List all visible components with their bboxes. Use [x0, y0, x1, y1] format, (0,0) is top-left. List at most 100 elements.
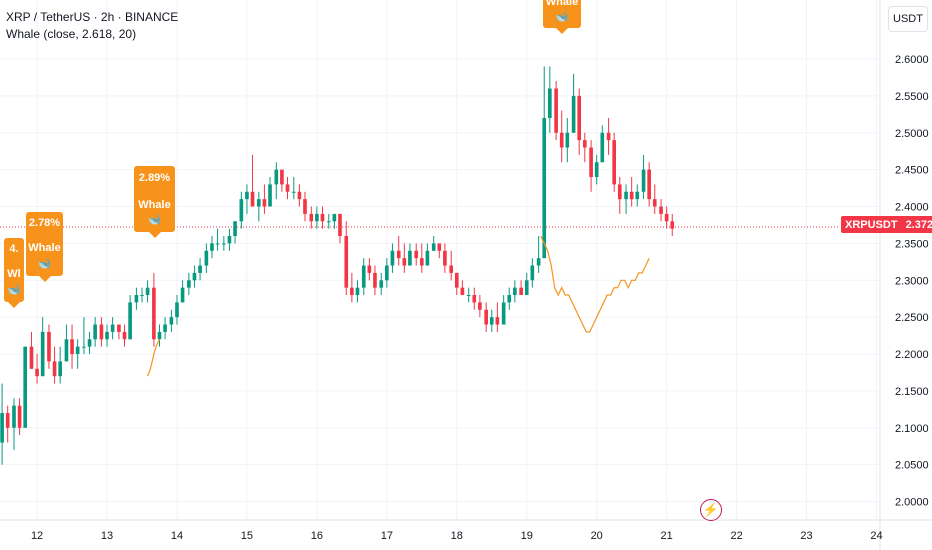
- candle-body: [215, 243, 220, 245]
- candle-body: [52, 361, 57, 377]
- whale-icon: 🐋: [7, 284, 21, 296]
- whale-callout[interactable]: 2.78% Whale 🐋: [26, 212, 63, 282]
- callout-pct: 2.78%: [28, 217, 61, 229]
- candle-body: [507, 295, 512, 303]
- callout-label: Wl: [7, 268, 21, 280]
- candle-body: [373, 272, 377, 288]
- x-tick-label: 19: [521, 530, 533, 542]
- candle-body: [385, 265, 389, 281]
- candle-body: [582, 140, 587, 148]
- candle-body: [589, 147, 593, 178]
- x-tick-label: 22: [730, 530, 742, 542]
- candle-body: [361, 265, 366, 288]
- candle-body: [484, 309, 488, 325]
- candle-body: [245, 191, 249, 200]
- candle-body: [489, 317, 494, 325]
- candle-body: [350, 287, 354, 296]
- candle-body: [35, 368, 39, 377]
- candle-body: [379, 280, 384, 288]
- y-tick-label: 2.0500: [895, 460, 929, 472]
- candle-body: [495, 317, 500, 325]
- candle-body: [414, 250, 419, 259]
- candle-body: [198, 265, 202, 273]
- currency-button[interactable]: USDT: [888, 6, 928, 32]
- candle-body: [437, 243, 442, 251]
- bolt-icon[interactable]: ⚡: [700, 499, 722, 521]
- whale-icon: 🐋: [147, 214, 162, 226]
- candle-body: [12, 405, 16, 428]
- candle-body: [536, 258, 541, 266]
- whale-icon: 🐋: [555, 11, 569, 23]
- candle-body: [670, 221, 675, 229]
- candle-body: [606, 132, 611, 141]
- whale-callout[interactable]: 4. Wl 🐋: [4, 238, 24, 308]
- candle-body: [257, 199, 261, 207]
- candle-body: [303, 199, 307, 214]
- candle-body: [542, 118, 547, 259]
- y-tick-label: 2.5000: [895, 128, 929, 140]
- candle-body: [554, 88, 558, 133]
- candle-body: [559, 132, 564, 148]
- candle-body: [530, 265, 535, 281]
- candle-body: [309, 213, 314, 222]
- callout-label: Whale: [545, 0, 579, 8]
- candle-body: [548, 88, 552, 119]
- candle-body: [99, 324, 104, 340]
- candle-body: [291, 191, 296, 193]
- candle-body: [227, 236, 232, 244]
- candle-body: [64, 339, 69, 362]
- candle-body: [326, 221, 331, 223]
- x-tick-label: 24: [870, 530, 882, 542]
- y-tick-label: 2.6000: [895, 54, 929, 66]
- candle-body: [472, 295, 477, 303]
- candle-body: [408, 250, 412, 266]
- candle-body: [157, 331, 162, 340]
- candle-body: [75, 346, 80, 355]
- candle-body: [0, 413, 4, 443]
- x-tick-label: 18: [451, 530, 463, 542]
- candle-body: [449, 265, 454, 273]
- candle-body: [600, 132, 605, 163]
- candles: [0, 66, 675, 465]
- candle-body: [23, 346, 28, 428]
- candle-body: [524, 280, 529, 296]
- candle-body: [443, 250, 447, 266]
- candle-body: [262, 199, 267, 207]
- candle-body: [571, 95, 576, 133]
- candle-body: [478, 302, 482, 310]
- candle-body: [239, 199, 244, 222]
- candle-body: [635, 191, 640, 200]
- indicator-legend[interactable]: Whale (close, 2.618, 20): [6, 27, 137, 41]
- callout-label: Whale: [28, 242, 61, 254]
- candle-body: [169, 317, 174, 325]
- candle-body: [629, 191, 634, 200]
- candle-body: [93, 324, 97, 340]
- callout-label: Whale: [138, 199, 171, 211]
- candle-body: [344, 236, 349, 288]
- candle-body: [513, 287, 517, 296]
- candle-body: [338, 213, 342, 237]
- candle-body: [285, 184, 290, 192]
- x-tick-label: 21: [661, 530, 673, 542]
- candle-body: [29, 346, 34, 369]
- whale-series-line: [147, 339, 161, 377]
- candle-body: [274, 169, 279, 185]
- y-tick-label: 2.1000: [895, 423, 929, 435]
- y-tick-label: 2.3500: [895, 238, 929, 250]
- candle-body: [134, 295, 139, 303]
- x-tick-label: 20: [591, 530, 603, 542]
- candle-body: [355, 287, 360, 296]
- whale-callout[interactable]: Whale 🐋: [543, 0, 581, 34]
- candle-body: [659, 206, 663, 214]
- whale-callout[interactable]: 2.89% Whale 🐋: [134, 166, 175, 238]
- x-axis-labels: 12 13 14 15 16 17 18 19 20 21 22 23 24: [31, 530, 883, 542]
- y-tick-label: 2.3000: [895, 275, 929, 287]
- candle-body: [367, 265, 372, 273]
- candle-body: [612, 140, 616, 185]
- candle-body: [17, 405, 22, 428]
- candle-body: [128, 302, 132, 340]
- candle-body: [163, 324, 167, 332]
- x-tick-label: 14: [171, 530, 183, 542]
- candle-body: [332, 213, 337, 222]
